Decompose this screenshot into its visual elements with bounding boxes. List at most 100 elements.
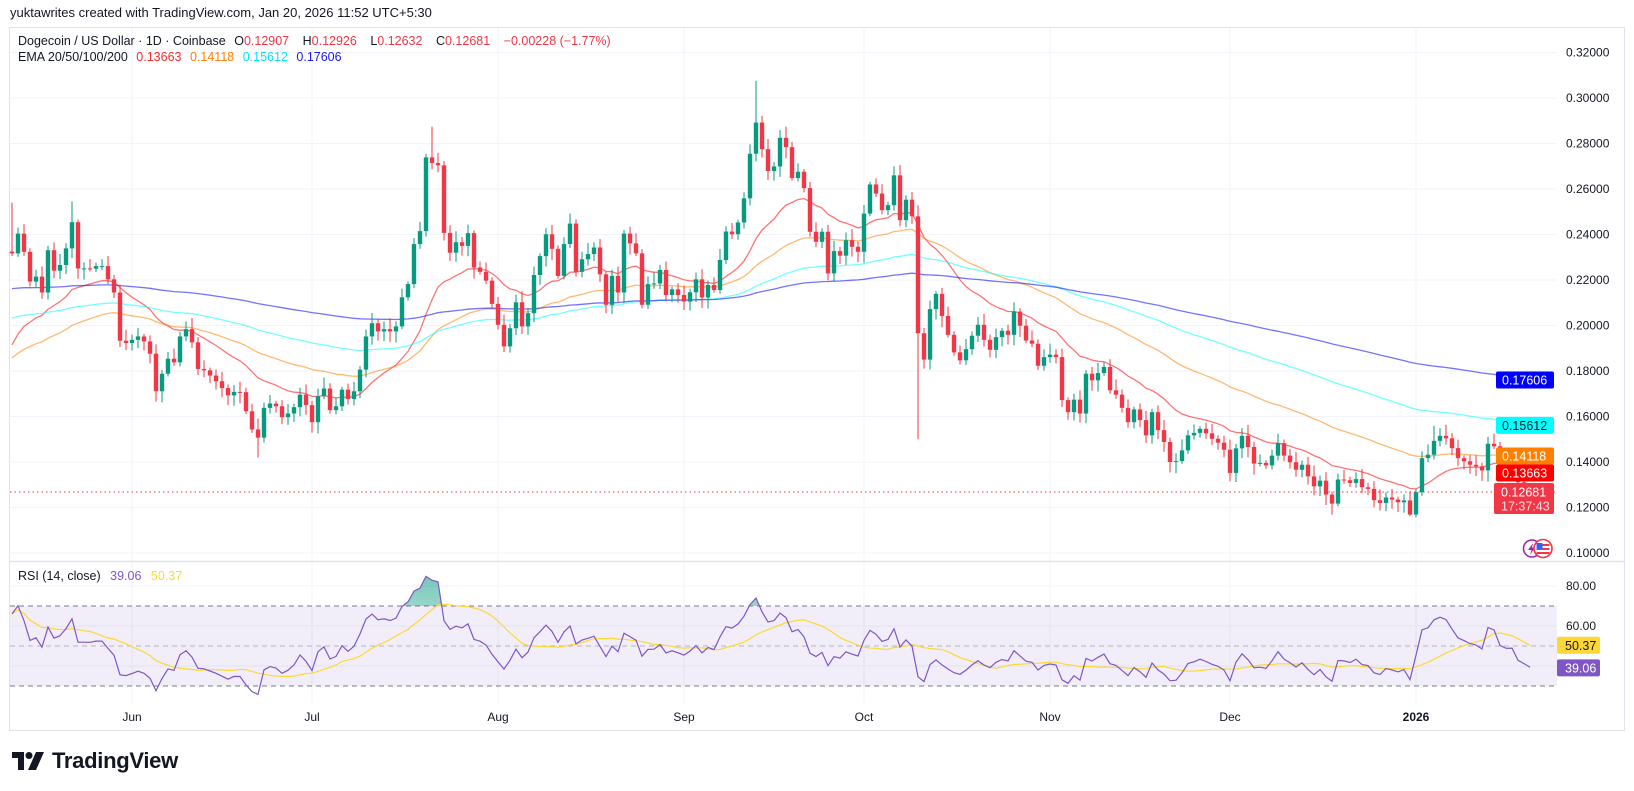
candle-body	[261, 407, 267, 438]
candle-body	[459, 242, 465, 246]
candle-body	[1281, 443, 1287, 456]
candle	[1041, 349, 1047, 371]
candle-body	[939, 293, 945, 316]
rsi-tick-label: 60.00	[1566, 619, 1596, 633]
candle-body	[1095, 373, 1101, 381]
candle-body	[609, 275, 615, 305]
candle	[759, 115, 765, 158]
candle-body	[747, 153, 753, 199]
candle-body	[387, 329, 393, 332]
grid-lines	[10, 28, 1557, 703]
candle	[1305, 457, 1311, 485]
rsi-value: 39.06	[110, 569, 142, 583]
ema100-value: 0.15612	[242, 50, 288, 64]
candle	[609, 269, 615, 314]
time-tick-label: Aug	[487, 710, 508, 724]
candle	[249, 403, 255, 433]
candle-body	[87, 268, 93, 270]
candle-body	[201, 368, 207, 371]
ema20-line	[11, 197, 1531, 490]
candle	[111, 274, 117, 299]
candle-body	[705, 285, 711, 298]
candle	[1419, 451, 1425, 496]
candle-body	[1395, 499, 1401, 503]
candle	[411, 238, 417, 289]
candle	[69, 201, 75, 259]
candle-body	[1197, 428, 1203, 433]
candle-body	[1233, 448, 1239, 473]
candle-body	[1005, 330, 1011, 335]
rsi-legend: RSI (14, close) 39.06 50.37	[18, 569, 188, 583]
candle-body	[39, 276, 45, 293]
candle	[1215, 435, 1221, 450]
candle-body	[249, 411, 255, 430]
badge-text: 0.13663	[1502, 466, 1547, 480]
candle-body	[543, 234, 549, 257]
close-label: C	[435, 34, 445, 48]
candle	[1233, 443, 1239, 482]
candle	[1371, 481, 1377, 508]
candle	[339, 386, 345, 412]
candle	[1107, 359, 1113, 394]
candle	[555, 245, 561, 279]
candle-body	[171, 358, 177, 363]
us-flag-icon[interactable]	[1533, 538, 1553, 559]
candle	[117, 284, 123, 347]
candle	[1131, 406, 1137, 429]
candle	[921, 328, 927, 369]
candle	[795, 163, 801, 182]
candle	[987, 334, 993, 358]
candle	[1047, 343, 1053, 363]
candle	[1401, 494, 1407, 513]
time-tick-label: 2026	[1403, 710, 1430, 724]
chart-legend: Dogecoin / US Dollar · 1D · Coinbase O0.…	[18, 33, 616, 65]
candle-body	[1161, 430, 1167, 442]
footer-logo[interactable]: TradingView	[12, 748, 178, 774]
attribution-text: yuktawrites created with TradingView.com…	[10, 5, 432, 20]
candle-body	[237, 391, 243, 393]
candle-body	[1419, 458, 1425, 493]
candle	[207, 367, 213, 384]
candle	[1287, 448, 1293, 469]
candle	[1431, 425, 1437, 460]
open-value: 0.12907	[243, 34, 290, 48]
candle	[519, 291, 525, 335]
candle-body	[141, 336, 147, 342]
candle-body	[159, 373, 165, 392]
candle-body	[1011, 311, 1017, 335]
time-tick-label: Dec	[1219, 710, 1240, 724]
candle	[1407, 491, 1413, 517]
candle-body	[1323, 480, 1329, 495]
candle	[1455, 439, 1461, 466]
candle	[1227, 439, 1233, 482]
candle-body	[945, 315, 951, 335]
candle-body	[351, 391, 357, 399]
candle	[873, 178, 879, 197]
candle	[957, 345, 963, 365]
candle-body	[1239, 435, 1245, 449]
candle	[1335, 473, 1341, 507]
candle	[33, 269, 39, 288]
events-icons[interactable]	[1522, 538, 1553, 559]
candle	[1365, 482, 1371, 496]
candle-body	[729, 231, 735, 235]
candle-body	[1485, 443, 1491, 471]
candle	[771, 162, 777, 181]
rsi-label[interactable]: RSI (14, close)	[18, 569, 101, 583]
candle	[837, 246, 843, 264]
candle-body	[1293, 462, 1299, 470]
candle	[477, 261, 483, 275]
candle	[237, 381, 243, 404]
ema-label[interactable]: EMA 20/50/100/200	[18, 50, 128, 64]
candle-body	[1185, 435, 1191, 451]
candle	[1467, 455, 1473, 474]
candle-body	[369, 323, 375, 337]
axis-labels: 0.32000 0.30000 0.28000 0.26000 0.24000 0.220…	[122, 46, 1609, 725]
symbol-title[interactable]: Dogecoin / US Dollar · 1D · Coinbase	[18, 34, 226, 48]
symbol-legend: Dogecoin / US Dollar · 1D · Coinbase O0.…	[18, 33, 616, 49]
candle-body	[591, 247, 597, 255]
candle	[279, 400, 285, 425]
candle	[483, 262, 489, 285]
price-tick-label: 0.18000	[1566, 364, 1610, 378]
